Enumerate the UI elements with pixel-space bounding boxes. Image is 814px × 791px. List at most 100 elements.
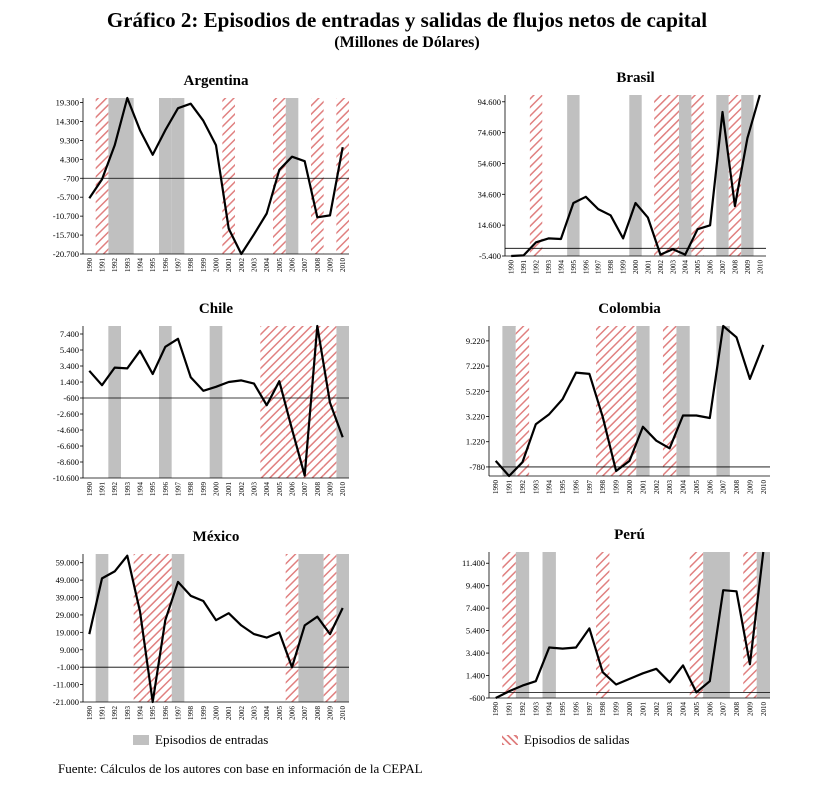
x-tick-label-argentina: 1993 bbox=[124, 258, 132, 273]
x-tick-label-mexico: 2010 bbox=[339, 706, 347, 721]
x-tick-label-chile: 2009 bbox=[327, 482, 335, 497]
x-tick-label-peru: 2003 bbox=[666, 702, 674, 717]
outflow-band-colombia-2003 bbox=[662, 326, 677, 476]
source-note: Fuente: Cálculos de los autores con base… bbox=[58, 761, 423, 776]
x-tick-label-chile: 2002 bbox=[238, 482, 246, 497]
x-tick-label-argentina: 2004 bbox=[263, 258, 271, 273]
outflow-band-peru-2005 bbox=[689, 552, 704, 698]
y-tick-label-colombia: 1.220 bbox=[466, 437, 485, 447]
x-tick-label-peru: 1990 bbox=[492, 702, 500, 717]
y-tick-label-peru: 3.400 bbox=[466, 648, 485, 658]
y-tick-label-mexico: 29.000 bbox=[56, 610, 79, 620]
outflow-band-colombia-1999 bbox=[609, 326, 623, 476]
x-tick-label-peru: 2006 bbox=[706, 702, 714, 717]
x-tick-label-mexico: 1992 bbox=[111, 706, 119, 721]
chart-title-mexico: México bbox=[193, 529, 240, 545]
x-tick-label-mexico: 2000 bbox=[213, 706, 221, 721]
outflow-band-colombia-1998 bbox=[596, 326, 610, 476]
y-tick-label-chile: -8.600 bbox=[57, 457, 79, 467]
outflow-band-brasil-1992 bbox=[529, 95, 543, 256]
series-line-mexico bbox=[88, 554, 344, 704]
x-tick-label-chile: 2000 bbox=[213, 482, 221, 497]
x-tick-label-chile: 2006 bbox=[289, 482, 297, 497]
outflow-band-brasil-2005 bbox=[691, 95, 704, 256]
x-tick-label-chile: 2007 bbox=[301, 482, 309, 497]
x-tick-label-argentina: 1999 bbox=[200, 258, 208, 273]
x-tick-label-chile: 1997 bbox=[175, 482, 183, 497]
y-tick-label-chile: -600 bbox=[63, 393, 79, 403]
y-tick-label-colombia: 7.220 bbox=[466, 361, 485, 371]
x-tick-label-chile: 2004 bbox=[263, 482, 271, 497]
x-tick-label-colombia: 2001 bbox=[639, 480, 647, 495]
inflow-band-colombia-1991 bbox=[502, 326, 516, 476]
inflow-band-peru-1994 bbox=[542, 552, 556, 698]
x-tick-label-colombia: 1990 bbox=[492, 480, 500, 495]
x-tick-label-argentina: 1990 bbox=[86, 258, 94, 273]
x-tick-label-brasil: 1996 bbox=[582, 260, 590, 275]
x-tick-label-colombia: 1999 bbox=[613, 480, 621, 495]
x-tick-label-argentina: 1992 bbox=[111, 258, 119, 273]
chart-title-argentina: Argentina bbox=[184, 73, 249, 89]
x-tick-label-peru: 2004 bbox=[680, 702, 688, 717]
outflow-band-mexico-1995 bbox=[146, 554, 159, 702]
x-tick-label-argentina: 1994 bbox=[137, 258, 145, 273]
x-tick-label-argentina: 1997 bbox=[175, 258, 183, 273]
x-tick-label-colombia: 1993 bbox=[532, 480, 540, 495]
figure-subtitle: (Millones de Dólares) bbox=[334, 34, 480, 51]
x-tick-label-mexico: 2003 bbox=[251, 706, 259, 721]
outflow-band-peru-1991 bbox=[502, 552, 516, 698]
x-tick-label-brasil: 2009 bbox=[744, 260, 752, 275]
x-tick-label-peru: 1992 bbox=[519, 702, 527, 717]
series-line-argentina bbox=[88, 96, 344, 256]
y-tick-label-brasil: -5.400 bbox=[479, 251, 501, 261]
x-tick-label-brasil: 1991 bbox=[520, 260, 528, 275]
y-tick-label-argentina: -5.700 bbox=[57, 192, 79, 202]
x-tick-label-brasil: 1997 bbox=[595, 260, 603, 275]
y-tick-label-chile: 3.400 bbox=[60, 361, 79, 371]
y-tick-label-mexico: 19.000 bbox=[56, 627, 79, 637]
y-tick-label-colombia: 3.220 bbox=[466, 412, 485, 422]
x-tick-label-chile: 1995 bbox=[149, 482, 157, 497]
inflow-band-brasil-2000 bbox=[629, 95, 642, 256]
inflow-band-colombia-2001 bbox=[636, 326, 650, 476]
x-tick-label-argentina: 2001 bbox=[225, 258, 233, 273]
x-tick-label-colombia: 2007 bbox=[720, 480, 728, 495]
outflow-band-argentina-2005 bbox=[273, 98, 286, 254]
outflow-band-argentina-1991 bbox=[95, 98, 109, 254]
x-tick-label-brasil: 1990 bbox=[508, 260, 516, 275]
x-tick-label-colombia: 1995 bbox=[559, 480, 567, 495]
x-tick-label-argentina: 2010 bbox=[339, 258, 347, 273]
y-tick-label-brasil: 94.600 bbox=[478, 97, 501, 107]
x-tick-label-brasil: 2004 bbox=[682, 260, 690, 275]
x-tick-label-brasil: 1994 bbox=[557, 260, 565, 275]
outflow-band-brasil-2002 bbox=[654, 95, 667, 256]
x-tick-label-colombia: 2002 bbox=[653, 480, 661, 495]
y-tick-label-brasil: 54.600 bbox=[478, 158, 501, 168]
outflow-band-chile-2004 bbox=[260, 326, 273, 478]
x-tick-label-chile: 1990 bbox=[86, 482, 94, 497]
y-tick-label-chile: -10.600 bbox=[53, 473, 79, 483]
y-tick-label-mexico: -1.000 bbox=[57, 662, 79, 672]
x-tick-label-colombia: 2005 bbox=[693, 480, 701, 495]
x-tick-label-mexico: 1990 bbox=[86, 706, 94, 721]
x-tick-label-peru: 1991 bbox=[506, 702, 514, 717]
y-tick-label-colombia: 9.220 bbox=[466, 336, 485, 346]
x-tick-label-brasil: 1999 bbox=[620, 260, 628, 275]
x-tick-label-argentina: 1998 bbox=[187, 258, 195, 273]
x-tick-label-argentina: 2007 bbox=[301, 258, 309, 273]
x-tick-label-peru: 2001 bbox=[639, 702, 647, 717]
y-tick-label-peru: 5.400 bbox=[466, 626, 485, 636]
y-tick-label-mexico: 59.000 bbox=[56, 558, 79, 568]
outflow-band-colombia-1992 bbox=[515, 326, 530, 476]
y-tick-label-colombia: 5.220 bbox=[466, 386, 485, 396]
inflow-band-brasil-2009 bbox=[741, 95, 754, 256]
x-tick-label-argentina: 2003 bbox=[251, 258, 259, 273]
y-tick-label-chile: 7.400 bbox=[60, 329, 79, 339]
x-tick-label-brasil: 1993 bbox=[545, 260, 553, 275]
x-tick-label-chile: 2003 bbox=[251, 482, 259, 497]
y-tick-label-argentina: 4.300 bbox=[60, 154, 79, 164]
inflow-band-mexico-2008 bbox=[311, 554, 324, 702]
inflow-band-chile-2010 bbox=[336, 326, 349, 478]
x-tick-label-mexico: 2006 bbox=[289, 706, 297, 721]
x-tick-label-mexico: 2007 bbox=[301, 706, 309, 721]
